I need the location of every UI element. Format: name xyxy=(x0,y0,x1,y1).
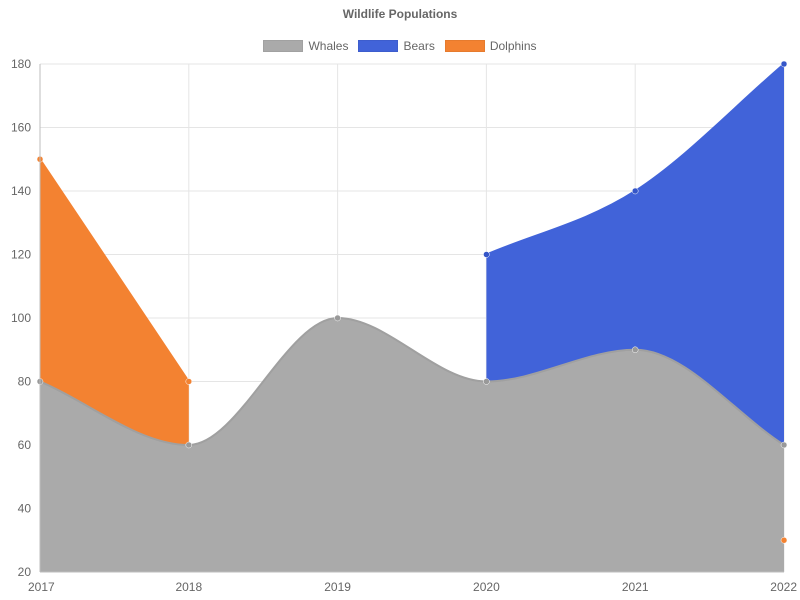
legend-item-bears[interactable]: Bears xyxy=(358,39,435,53)
legend: Whales Bears Dolphins xyxy=(0,39,800,53)
x-tick-label: 2017 xyxy=(28,580,55,594)
chart-title: Wildlife Populations xyxy=(342,7,458,21)
area-dolphins xyxy=(40,159,189,445)
area-whales xyxy=(40,318,784,572)
legend-label-bears: Bears xyxy=(403,39,435,53)
point-whales-2022 xyxy=(780,441,788,449)
point-whales-2019 xyxy=(334,314,341,322)
point-whales-2018 xyxy=(185,441,193,449)
y-tick-label: 20 xyxy=(18,565,32,579)
area-bears xyxy=(486,64,784,445)
point-dolphins-2022 xyxy=(780,537,788,544)
y-tick-label: 60 xyxy=(18,438,32,452)
y-tick-label: 40 xyxy=(18,502,32,516)
legend-swatch-bears xyxy=(358,40,399,52)
x-tick-label: 2018 xyxy=(175,580,202,594)
point-whales-2021 xyxy=(631,346,639,353)
x-tick-label: 2019 xyxy=(324,580,351,594)
point-bears-2020 xyxy=(483,251,490,258)
y-tick-label: 80 xyxy=(18,375,32,389)
legend-swatch-dolphins xyxy=(444,40,485,52)
line-dolphins xyxy=(39,158,190,383)
x-tick-label: 2020 xyxy=(473,580,500,594)
point-dolphins-2018 xyxy=(185,378,193,385)
point-bears-2021 xyxy=(631,187,639,195)
y-tick-label: 180 xyxy=(11,57,31,71)
legend-label-whales: Whales xyxy=(308,39,349,53)
y-tick-label: 140 xyxy=(11,184,31,198)
legend-label-dolphins: Dolphins xyxy=(489,39,537,53)
point-whales-2020 xyxy=(483,378,490,385)
point-bears-2022 xyxy=(780,60,788,68)
legend-swatch-whales xyxy=(263,40,304,52)
x-tick-label: 2021 xyxy=(622,580,649,594)
y-tick-label: 160 xyxy=(11,121,31,135)
y-tick-label: 100 xyxy=(11,311,31,325)
legend-item-whales[interactable]: Whales xyxy=(263,39,348,53)
line-whales xyxy=(39,316,785,447)
y-tick-label: 120 xyxy=(11,248,31,262)
legend-item-dolphins[interactable]: Dolphins xyxy=(444,39,537,53)
x-tick-label: 2022 xyxy=(770,580,797,594)
